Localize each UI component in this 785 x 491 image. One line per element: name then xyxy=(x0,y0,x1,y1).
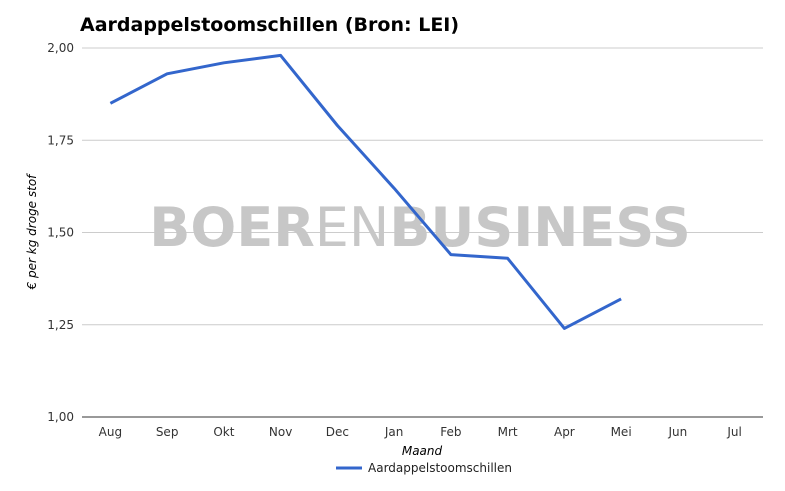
x-axis-ticks: Aug Sep Okt Nov Dec Jan Feb Mrt Apr Mei Jun Jul xyxy=(99,425,742,439)
y-tick-label: 1,25 xyxy=(47,318,74,332)
x-tick-label: Dec xyxy=(326,425,349,439)
y-tick-label: 1,00 xyxy=(47,410,74,424)
gridlines xyxy=(82,47,763,418)
x-tick-label: Apr xyxy=(554,425,575,439)
x-tick-label: Jan xyxy=(384,425,404,439)
watermark-part3: BUSINESS xyxy=(389,196,690,259)
x-tick-label: Aug xyxy=(99,425,122,439)
x-tick-label: Okt xyxy=(213,425,234,439)
y-tick-label: 1,50 xyxy=(47,226,74,240)
x-tick-label: Nov xyxy=(269,425,292,439)
y-tick-label: 2,00 xyxy=(47,41,74,55)
x-tick-label: Jun xyxy=(668,425,688,439)
y-axis-title: € per kg droge stof xyxy=(25,173,39,291)
x-axis-title: Maand xyxy=(402,444,443,458)
watermark-part1: BOER xyxy=(149,196,315,259)
series-lines xyxy=(109,53,622,330)
x-tick-label: Mrt xyxy=(498,425,518,439)
y-axis-ticks: 1,00 1,25 1,50 1,75 2,00 xyxy=(47,41,74,424)
legend: Aardappelstoomschillen xyxy=(336,461,512,475)
x-tick-label: Jul xyxy=(726,425,741,439)
boerenbusiness-watermark: BOERENBUSINESS xyxy=(149,196,691,259)
series-line xyxy=(109,53,622,330)
x-tick-label: Feb xyxy=(440,425,461,439)
x-tick-label: Sep xyxy=(156,425,179,439)
legend-label: Aardappelstoomschillen xyxy=(368,461,512,475)
watermark-part2: EN xyxy=(315,196,390,259)
chart-title: Aardappelstoomschillen (Bron: LEI) xyxy=(80,14,460,36)
x-tick-label: Mei xyxy=(611,425,632,439)
y-tick-label: 1,75 xyxy=(47,133,74,147)
